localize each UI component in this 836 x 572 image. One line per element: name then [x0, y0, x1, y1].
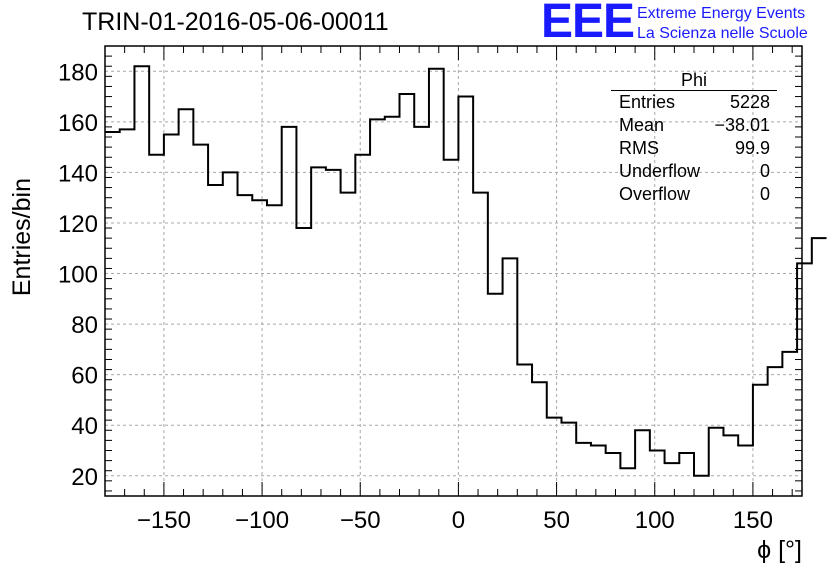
stats-label: Mean [619, 115, 665, 135]
stats-label: Entries [619, 92, 676, 112]
y-tick-label: 80 [71, 312, 98, 339]
y-axis-label: Entries/bin [8, 178, 36, 296]
x-tick-label: −150 [137, 507, 191, 534]
stats-value: 0 [759, 161, 770, 181]
y-tick-label: 180 [58, 59, 98, 86]
tick-labels: −150 −100 −50 0 50 100 150 20 40 60 80 100 120 140 160… [58, 59, 773, 534]
stats-label: Underflow [619, 161, 701, 181]
axis-ticks [104, 45, 802, 496]
x-tick-label: 150 [733, 507, 773, 534]
x-tick-label: −100 [235, 507, 289, 534]
chart-title: TRIN-01-2016-05-06-00011 [82, 8, 389, 36]
stats-row-mean: Mean −38.01 [611, 114, 777, 137]
stats-label: Overflow [619, 184, 691, 204]
x-tick-label: −50 [340, 507, 381, 534]
y-tick-label: 140 [58, 160, 98, 187]
histogram-series [105, 65, 827, 477]
stats-box: Phi Entries 5228 Mean −38.01 RMS 99.9 Un… [611, 70, 777, 206]
stats-row-rms: RMS 99.9 [611, 137, 777, 160]
plot-frame [104, 45, 803, 497]
stats-row-underflow: Underflow 0 [611, 160, 777, 183]
x-tick-label: 0 [452, 507, 465, 534]
stats-value: −38.01 [714, 115, 770, 135]
logo-caption-line-1: Extreme Energy Events [637, 5, 806, 22]
x-tick-label: 50 [543, 507, 570, 534]
stats-value: 0 [759, 184, 770, 204]
y-tick-label: 160 [58, 110, 98, 137]
logo-caption-line-2: La Scienza nelle Scuole [637, 25, 808, 42]
x-tick-label: 100 [635, 507, 675, 534]
y-tick-label: 40 [71, 413, 98, 440]
y-tick-label: 20 [71, 464, 98, 491]
grid-lines [105, 46, 802, 496]
stats-title: Phi [611, 70, 777, 91]
eee-logo: EEE [541, 0, 635, 48]
stats-value: 99.9 [734, 138, 770, 158]
stats-row-overflow: Overflow 0 [611, 183, 777, 206]
y-tick-label: 60 [71, 363, 98, 390]
stats-label: RMS [619, 138, 659, 158]
y-tick-label: 120 [58, 211, 98, 238]
y-tick-label: 100 [58, 262, 98, 289]
stats-value: 5228 [729, 92, 770, 112]
x-axis-label: ϕ [°] [757, 536, 802, 564]
stats-row-entries: Entries 5228 [611, 91, 777, 114]
